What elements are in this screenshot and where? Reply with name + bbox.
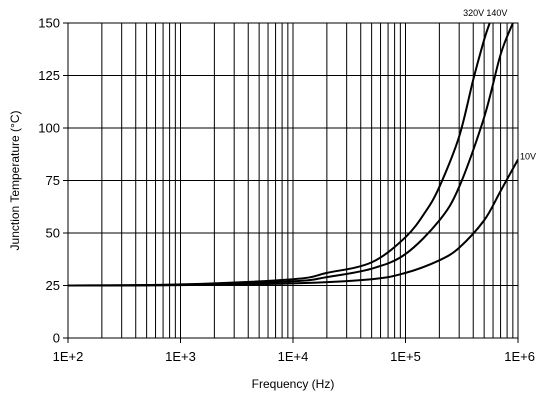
y-tick-label: 100	[38, 121, 60, 136]
series-lines	[68, 23, 518, 287]
axis-ticks: 0 25 50 75 100 125 150 1E+2 1E+3 1E+4 1E+5 1E+6	[38, 16, 535, 365]
series-label-320v: 320V	[463, 8, 484, 18]
series-labels: 320V 140V 10V	[463, 8, 536, 162]
y-tick-label: 0	[53, 331, 60, 346]
x-tick-label: 1E+4	[278, 349, 309, 364]
x-axis-title: Frequency (Hz)	[252, 377, 335, 391]
y-tick-label: 125	[38, 68, 60, 83]
y-axis-title: Junction Temperature (°C)	[8, 111, 22, 251]
series-label-140v: 140V	[486, 8, 507, 18]
y-tick-label: 50	[46, 226, 60, 241]
y-tick-label: 75	[46, 173, 60, 188]
series-label-10v: 10V	[520, 152, 536, 162]
x-tick-label: 1E+6	[504, 349, 535, 364]
y-tick-label: 25	[46, 278, 60, 293]
series-line-320v	[68, 23, 491, 287]
series-line-10v	[68, 159, 518, 287]
y-tick-label: 150	[38, 16, 60, 31]
series-line-140v	[68, 23, 514, 287]
x-tick-label: 1E+3	[165, 349, 196, 364]
grid-lines	[67, 22, 518, 339]
x-tick-label: 1E+2	[53, 349, 84, 364]
x-tick-label: 1E+5	[390, 349, 421, 364]
